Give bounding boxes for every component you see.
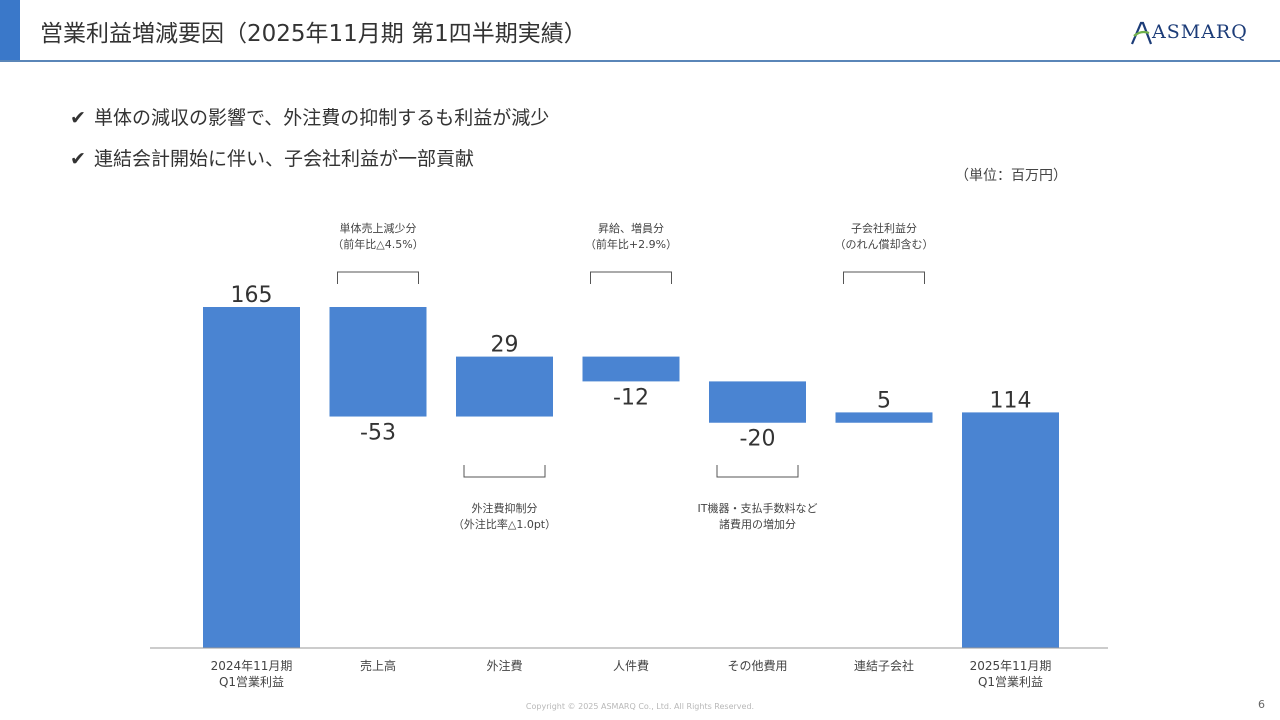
page-title: 営業利益増減要因（2025年11月期 第1四半期実績）	[40, 21, 587, 47]
data-label-6: 114	[990, 388, 1032, 413]
category-label-4: その他費用	[727, 658, 787, 673]
data-label-2: 29	[491, 333, 519, 358]
data-label-1: -53	[360, 421, 396, 446]
copyright-footer: Copyright © 2025 ASMARQ Co., Ltd. All Ri…	[525, 702, 755, 711]
bar-3	[582, 356, 680, 382]
category-label-2: 外注費	[486, 658, 522, 673]
bullet-text: 単体の減収の影響で、外注費の抑制するも利益が減少	[94, 107, 550, 129]
bar-0	[203, 307, 300, 648]
category-label-0: Q1営業利益	[219, 675, 284, 689]
bullet-item: ✔ 連結会計開始に伴い、子会社利益が一部貢献	[70, 144, 474, 171]
bullet-text: 連結会計開始に伴い、子会社利益が一部貢献	[94, 148, 475, 170]
annotation-text-3: 諸費用の増加分	[719, 517, 796, 531]
annotation-text-1: （外注比率△1.0pt）	[453, 517, 556, 531]
bar-1	[329, 307, 427, 417]
annotation-bracket	[843, 271, 925, 284]
bar-6	[962, 412, 1059, 648]
data-label-5: 5	[877, 388, 891, 413]
annotation-text-2: 昇給、増員分	[598, 221, 664, 235]
bar-2	[456, 356, 553, 417]
category-label-3: 人件費	[613, 658, 649, 673]
unit-label: （単位：百万円）	[955, 168, 1067, 184]
annotation-text-4: （のれん償却含む）	[835, 237, 934, 251]
annotation-text-3: IT機器・支払手数料など	[698, 501, 818, 515]
category-label-6: 2025年11月期	[970, 659, 1052, 673]
annotation-text-2: （前年比+2.9%）	[585, 237, 677, 251]
annotation-bracket	[716, 465, 799, 478]
annotation-text-1: 外注費抑制分	[472, 501, 538, 515]
category-label-0: 2024年11月期	[211, 659, 293, 673]
title-divider	[0, 60, 1280, 62]
data-label-0: 165	[231, 283, 273, 308]
category-label-1: 売上高	[360, 658, 396, 673]
bar-4	[709, 381, 806, 423]
check-icon: ✔	[70, 107, 86, 129]
data-label-4: -20	[740, 427, 776, 452]
company-logo: ASMARQ	[1130, 18, 1270, 48]
bar-5	[835, 412, 933, 423]
logo-wordmark: ASMARQ	[1152, 21, 1248, 43]
annotation-text-0: （前年比△4.5%）	[332, 237, 423, 251]
page-number: 6	[1258, 698, 1265, 711]
logo-mark-icon	[1130, 21, 1152, 45]
annotation-bracket	[590, 271, 672, 284]
category-label-5: 連結子会社	[854, 658, 914, 673]
annotation-text-4: 子会社利益分	[851, 221, 917, 235]
category-label-6: Q1営業利益	[978, 675, 1043, 689]
bullet-item: ✔ 単体の減収の影響で、外注費の抑制するも利益が減少	[70, 103, 549, 130]
annotation-bracket	[337, 271, 419, 284]
title-accent-bar	[0, 0, 20, 60]
data-label-3: -12	[613, 385, 649, 410]
annotation-bracket	[463, 465, 546, 478]
annotation-text-0: 単体売上減少分	[340, 221, 417, 235]
check-icon: ✔	[70, 148, 86, 170]
